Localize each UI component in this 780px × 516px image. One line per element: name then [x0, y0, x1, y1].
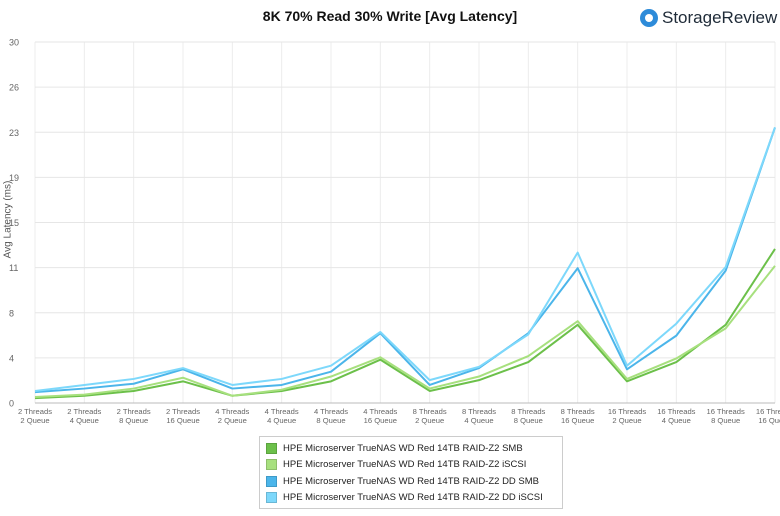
legend-item[interactable]: HPE Microserver TrueNAS WD Red 14TB RAID… [266, 473, 562, 490]
latency-line-chart: 0 4 8 11 15 19 23 26 30 2 Threads 2 Queue 2 Threads… [9, 38, 780, 426]
y-tick-label: 23 [9, 128, 19, 138]
x-tick-label: 16 Threads 4 Queue [657, 407, 695, 425]
legend-item[interactable]: HPE Microserver TrueNAS WD Red 14TB RAID… [266, 457, 562, 474]
x-tick-label: 2 Threads 8 Queue [117, 407, 151, 425]
x-tick-label: 8 Threads 4 Queue [462, 407, 496, 425]
chart-legend: HPE Microserver TrueNAS WD Red 14TB RAID… [259, 436, 563, 509]
series-line-2 [34, 265, 776, 398]
y-tick-label: 8 [9, 308, 14, 318]
y-tick-label: 26 [9, 83, 19, 93]
legend-label: HPE Microserver TrueNAS WD Red 14TB RAID… [283, 475, 540, 487]
x-tick-label: 4 Threads 2 Queue [215, 407, 249, 425]
y-tick-label: 0 [9, 399, 14, 409]
y-tick-label: 19 [9, 173, 19, 183]
y-tick-label: 4 [9, 353, 14, 363]
x-tick-label: 2 Threads 2 Queue [18, 407, 52, 425]
x-tick-label: 16 Threads 8 Queue [707, 407, 745, 425]
legend-swatch [266, 492, 277, 504]
chart-title: 8K 70% Read 30% Write [Avg Latency] [262, 8, 518, 24]
legend-label: HPE Microserver TrueNAS WD Red 14TB RAID… [283, 492, 543, 504]
brand-name: StorageReview [662, 8, 778, 27]
x-tick-label: 16 Threads 2 Queue [608, 407, 646, 425]
legend-swatch [266, 475, 277, 487]
y-tick-label: 11 [9, 263, 18, 273]
series-line-3 [34, 127, 776, 394]
x-tick-label: 2 Threads 16 Queue [166, 407, 200, 425]
brand-logo: StorageReview [640, 8, 777, 28]
legend-item[interactable]: HPE Microserver TrueNAS WD Red 14TB RAID… [266, 440, 562, 457]
legend-item[interactable]: HPE Microserver TrueNAS WD Red 14TB RAID… [266, 490, 562, 507]
y-tick-label: 30 [9, 38, 19, 48]
legend-swatch [266, 459, 277, 471]
x-tick-label: 4 Threads 4 Queue [265, 407, 299, 425]
x-tick-label: 8 Threads 16 Queue [561, 407, 595, 425]
x-tick-label: 8 Threads 2 Queue [413, 407, 447, 425]
x-tick-label: 4 Threads 8 Queue [314, 407, 348, 425]
x-tick-label: 2 Threads 4 Queue [67, 407, 101, 425]
legend-label: HPE Microserver TrueNAS WD Red 14TB RAID… [283, 459, 527, 471]
legend-swatch [266, 442, 277, 454]
storagereview-logo-icon [640, 9, 658, 27]
x-tick-label: 4 Threads 16 Queue [363, 407, 397, 425]
series-line-4 [34, 127, 776, 392]
x-tick-label: 8 Threads 8 Queue [511, 407, 545, 425]
series-line-1 [34, 248, 776, 400]
legend-label: HPE Microserver TrueNAS WD Red 14TB RAID… [283, 442, 523, 454]
y-tick-label: 15 [9, 218, 19, 228]
